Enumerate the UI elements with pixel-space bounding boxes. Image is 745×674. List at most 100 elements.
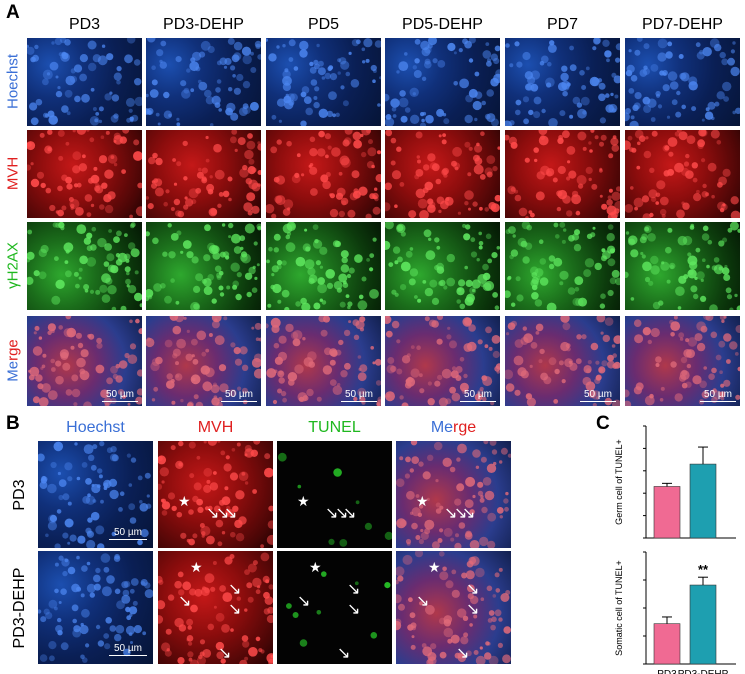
micrograph-blue-0 [27, 38, 142, 126]
micrograph-merge-4: 50 µm [505, 316, 620, 406]
micrograph-green-2 [266, 222, 381, 310]
arrow-marker: ↘ [466, 601, 480, 618]
micrograph-texture [146, 38, 261, 126]
micrograph-red-2 [266, 130, 381, 218]
micrograph-blue-4 [505, 38, 620, 126]
micrograph-texture [158, 441, 273, 548]
scale-bar: 50 µm [102, 389, 138, 402]
micrograph-texture [146, 222, 261, 310]
scale-bar: 50 µm [109, 527, 147, 540]
micrograph-texture [266, 222, 379, 310]
merge-label-blue: Me [4, 360, 22, 382]
arrow-marker: ↘ [462, 505, 476, 522]
scale-bar-line [580, 401, 616, 402]
micrograph-texture [28, 316, 142, 406]
b-col-header-1: MVH [197, 419, 234, 436]
micrograph-merge-3: 50 µm [385, 316, 500, 406]
micrograph-texture [385, 222, 500, 310]
b-micrograph-1-0: 50 µm [38, 551, 153, 664]
micrograph-texture [266, 130, 381, 218]
star-marker: ★ [178, 493, 191, 509]
micrograph-texture [146, 316, 261, 406]
scale-bar: 50 µm [109, 643, 147, 656]
col-header-pd5-dehp: PD5-DEHP [402, 16, 483, 33]
b-micrograph-1-2: ★ ↘ ↘ ↘ ↘ [277, 551, 392, 664]
panel-a-letter: A [6, 2, 20, 23]
micrograph-texture [625, 316, 740, 406]
arrow-marker: ↘ [456, 645, 470, 662]
micrograph-texture [385, 38, 500, 126]
panel-b-letter: B [6, 413, 20, 434]
arrow-marker: ↘ [337, 645, 351, 662]
micrograph-texture [625, 38, 740, 126]
scale-bar-label: 50 µm [106, 389, 134, 400]
scale-bar-line [109, 539, 147, 540]
arrow-marker: ↘ [178, 593, 192, 610]
micrograph-texture [27, 222, 142, 310]
scale-bar-label: 50 µm [114, 527, 142, 538]
micrograph-texture [385, 316, 500, 406]
b-col-header-3: Merge [396, 419, 511, 437]
arrow-marker: ↘ [335, 505, 349, 522]
micrograph-texture [286, 571, 391, 647]
star-marker: ★ [190, 559, 203, 575]
b-merge-red: rge [453, 419, 477, 436]
arrow-marker: ↘ [228, 581, 242, 598]
bar-pd3-dehp [689, 463, 717, 539]
arrow-marker: ↘ [347, 601, 361, 618]
micrograph-green-0 [27, 222, 142, 310]
arrow-marker: ↘ [325, 505, 339, 522]
scale-bar: 50 µm [460, 389, 496, 402]
merge-label-red: rge [4, 339, 22, 361]
scale-bar-label: 50 µm [345, 389, 373, 400]
b-micrograph-1-1: ★ ↘ ↘ ↘ ↘ [158, 551, 273, 664]
b-micrograph-0-3: ★ ↘ ↘ ↘ [396, 441, 511, 548]
micrograph-merge-2: 50 µm [266, 316, 381, 406]
micrograph-texture [505, 316, 620, 406]
col-header-pd7-dehp: PD7-DEHP [642, 16, 723, 33]
scale-bar: 50 µm [700, 389, 736, 402]
scale-bar-line [460, 401, 496, 402]
star-marker: ★ [309, 559, 322, 575]
col-header-pd5: PD5 [307, 16, 340, 33]
col-header-pd3: PD3 [68, 16, 101, 33]
micrograph-merge-5: 50 µm [625, 316, 740, 406]
scale-bar-label: 50 µm [464, 389, 492, 400]
arrow-marker: ↘ [224, 505, 238, 522]
micrograph-texture [625, 222, 740, 310]
row-label-0: Hoechst [4, 53, 22, 110]
b-micrograph-0-0: 50 µm [38, 441, 153, 548]
scale-bar-line [221, 401, 257, 402]
micrograph-texture [266, 38, 381, 126]
micrograph-texture [505, 222, 620, 310]
row-label-3: Merge [5, 316, 22, 406]
micrograph-texture [38, 553, 153, 663]
arrow-marker: ↘ [347, 581, 361, 598]
star-marker: ★ [297, 493, 310, 509]
scale-bar: 50 µm [341, 389, 377, 402]
row-label-2: γH2AX [4, 242, 22, 289]
micrograph-texture [27, 38, 142, 126]
scale-bar: 50 µm [580, 389, 616, 402]
scale-bar-label: 50 µm [584, 389, 612, 400]
micrograph-green-1 [146, 222, 261, 310]
b-micrograph-0-1: ★ ↘ ↘ ↘ [158, 441, 273, 548]
micrograph-texture [385, 130, 500, 218]
micrograph-red-3 [385, 130, 500, 218]
b-row-label-0: PD3 [11, 478, 28, 511]
arrow-marker: ↘ [444, 505, 458, 522]
col-header-pd7: PD7 [546, 16, 579, 33]
star-marker: ★ [416, 493, 429, 509]
arrow-marker: ↘ [228, 601, 242, 618]
b-merge-blue: Me [430, 419, 454, 436]
col-header-pd3-dehp: PD3-DEHP [163, 16, 244, 33]
micrograph-texture [266, 316, 381, 406]
micrograph-red-1 [146, 130, 261, 218]
scale-bar-line [109, 655, 147, 656]
micrograph-texture [27, 130, 142, 218]
micrograph-texture [158, 552, 273, 664]
micrograph-blue-2 [266, 38, 381, 126]
scale-bar-line [341, 401, 377, 402]
micrograph-merge-1: 50 µm [146, 316, 261, 406]
micrograph-red-0 [27, 130, 142, 218]
